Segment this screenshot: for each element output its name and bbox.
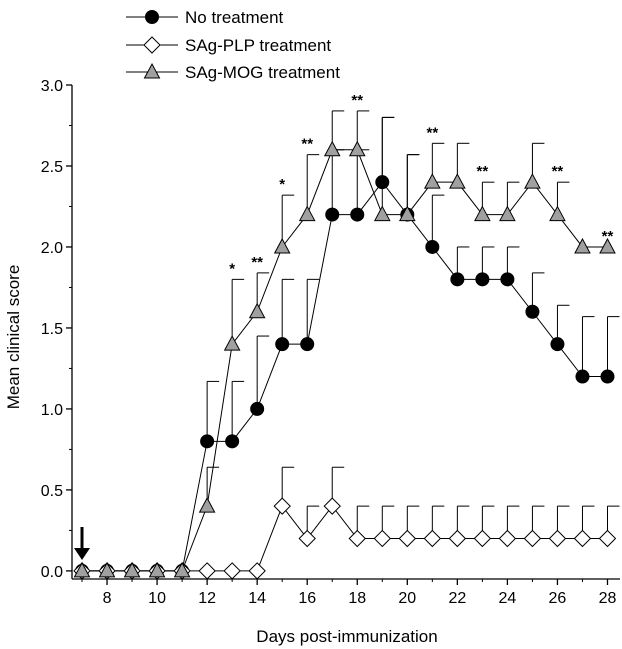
data-point-diamond [473, 529, 492, 548]
data-point-triangle [198, 497, 216, 513]
data-point-triangle [248, 302, 266, 319]
x-tick-label: 12 [198, 590, 216, 607]
data-point-diamond [223, 562, 241, 580]
data-point-diamond [573, 529, 592, 548]
y-tick-label: 0.5 [41, 483, 63, 500]
data-point-circle [325, 207, 340, 222]
x-tick-label: 18 [348, 590, 366, 607]
legend-label: SAg-MOG treatment [185, 63, 340, 82]
significance-marker: ** [301, 136, 313, 153]
y-tick-label: 0.0 [41, 564, 63, 581]
x-tick-label: 24 [498, 590, 516, 607]
data-point-triangle [398, 205, 416, 222]
data-point-diamond [498, 529, 517, 548]
data-point-triangle [348, 140, 366, 157]
data-point-triangle [298, 205, 316, 222]
data-point-triangle [148, 561, 166, 578]
axes: 0.0 0.5 1.0 1.5 2.0 2.5 3.0 8 10 12 14 16 18 20 22 24 26… [41, 78, 620, 607]
data-point-diamond [448, 529, 467, 548]
x-tick-label: 28 [599, 590, 617, 607]
x-tick-label: 10 [148, 590, 166, 607]
data-point-circle [250, 401, 265, 416]
data-point-triangle [474, 205, 491, 222]
data-point-circle [200, 434, 215, 449]
data-point-circle [375, 175, 390, 190]
data-point-triangle [223, 335, 241, 351]
data-point-circle [350, 207, 365, 222]
data-point-diamond [598, 529, 617, 548]
data-point-circle [275, 337, 290, 352]
y-tick-label: 1.0 [41, 402, 63, 419]
series-lines [82, 149, 608, 572]
significance-marker: * [229, 260, 235, 277]
legend-marker-diamond [143, 36, 161, 54]
data-point-triangle [273, 237, 291, 254]
data-point-diamond [273, 497, 291, 515]
data-point-diamond [298, 529, 316, 548]
treatment-arrow-head [74, 548, 91, 560]
legend-label: No treatment [185, 8, 284, 27]
data-point-circle [550, 337, 565, 352]
data-point-circle [450, 272, 465, 287]
data-point-circle [425, 239, 440, 254]
series-line-1 [82, 181, 608, 572]
data-point-triangle [574, 237, 591, 254]
significance-annotations: * *********** **** [229, 92, 613, 277]
legend-marker-circle [145, 10, 159, 24]
significance-marker: ** [602, 228, 614, 245]
x-tick-label: 26 [549, 590, 567, 607]
data-point-triangle [549, 205, 566, 222]
significance-marker: ** [477, 163, 489, 180]
legend: No treatment SAg-PLP treatment SAg-MOG tre… [126, 8, 340, 82]
data-point-diamond [423, 529, 442, 548]
x-tick-label: 16 [298, 590, 316, 607]
data-point-triangle [423, 173, 441, 189]
data-point-circle [225, 434, 240, 449]
data-point-triangle [499, 205, 516, 222]
y-tick-label: 1.5 [41, 321, 63, 338]
data-point-circle [575, 369, 590, 384]
data-point-triangle [173, 561, 191, 578]
data-point-diamond [198, 562, 216, 580]
x-tick-label: 22 [448, 590, 466, 607]
series-markers [73, 140, 617, 580]
data-point-diamond [373, 529, 391, 548]
significance-marker: ** [351, 92, 363, 109]
data-point-triangle [524, 173, 541, 189]
significance-marker: ** [552, 163, 564, 180]
data-point-diamond [548, 529, 567, 548]
data-point-circle [525, 304, 540, 319]
data-point-diamond [398, 529, 417, 548]
data-point-triangle [73, 561, 91, 578]
legend-marker-triangle [143, 62, 161, 79]
data-point-diamond [323, 497, 341, 515]
x-axis-title: Days post-immunization [256, 627, 437, 646]
y-tick-label: 2.0 [41, 240, 63, 257]
y-tick-label: 3.0 [41, 78, 63, 95]
data-point-triangle [373, 205, 391, 222]
data-point-diamond [523, 529, 542, 548]
x-tick-label: 20 [398, 590, 416, 607]
data-point-circle [500, 272, 515, 287]
x-tick-label: 8 [103, 590, 112, 607]
data-point-triangle [123, 561, 141, 578]
y-tick-label: 2.5 [41, 159, 63, 176]
significance-marker: ** [426, 124, 438, 141]
data-point-circle [475, 272, 490, 287]
data-point-diamond [248, 562, 266, 580]
data-point-triangle [323, 140, 341, 157]
data-point-triangle [599, 237, 616, 254]
data-point-circle [300, 337, 315, 352]
y-axis-title: Mean clinical score [4, 265, 23, 410]
data-point-diamond [348, 529, 366, 548]
significance-marker: ** [251, 254, 263, 271]
data-point-triangle [449, 173, 466, 189]
legend-label: SAg-PLP treatment [185, 36, 331, 55]
data-point-triangle [98, 561, 116, 578]
data-point-circle [600, 369, 615, 384]
significance-marker: * [279, 176, 285, 193]
x-tick-label: 14 [248, 590, 266, 607]
series-line-3 [82, 149, 608, 572]
